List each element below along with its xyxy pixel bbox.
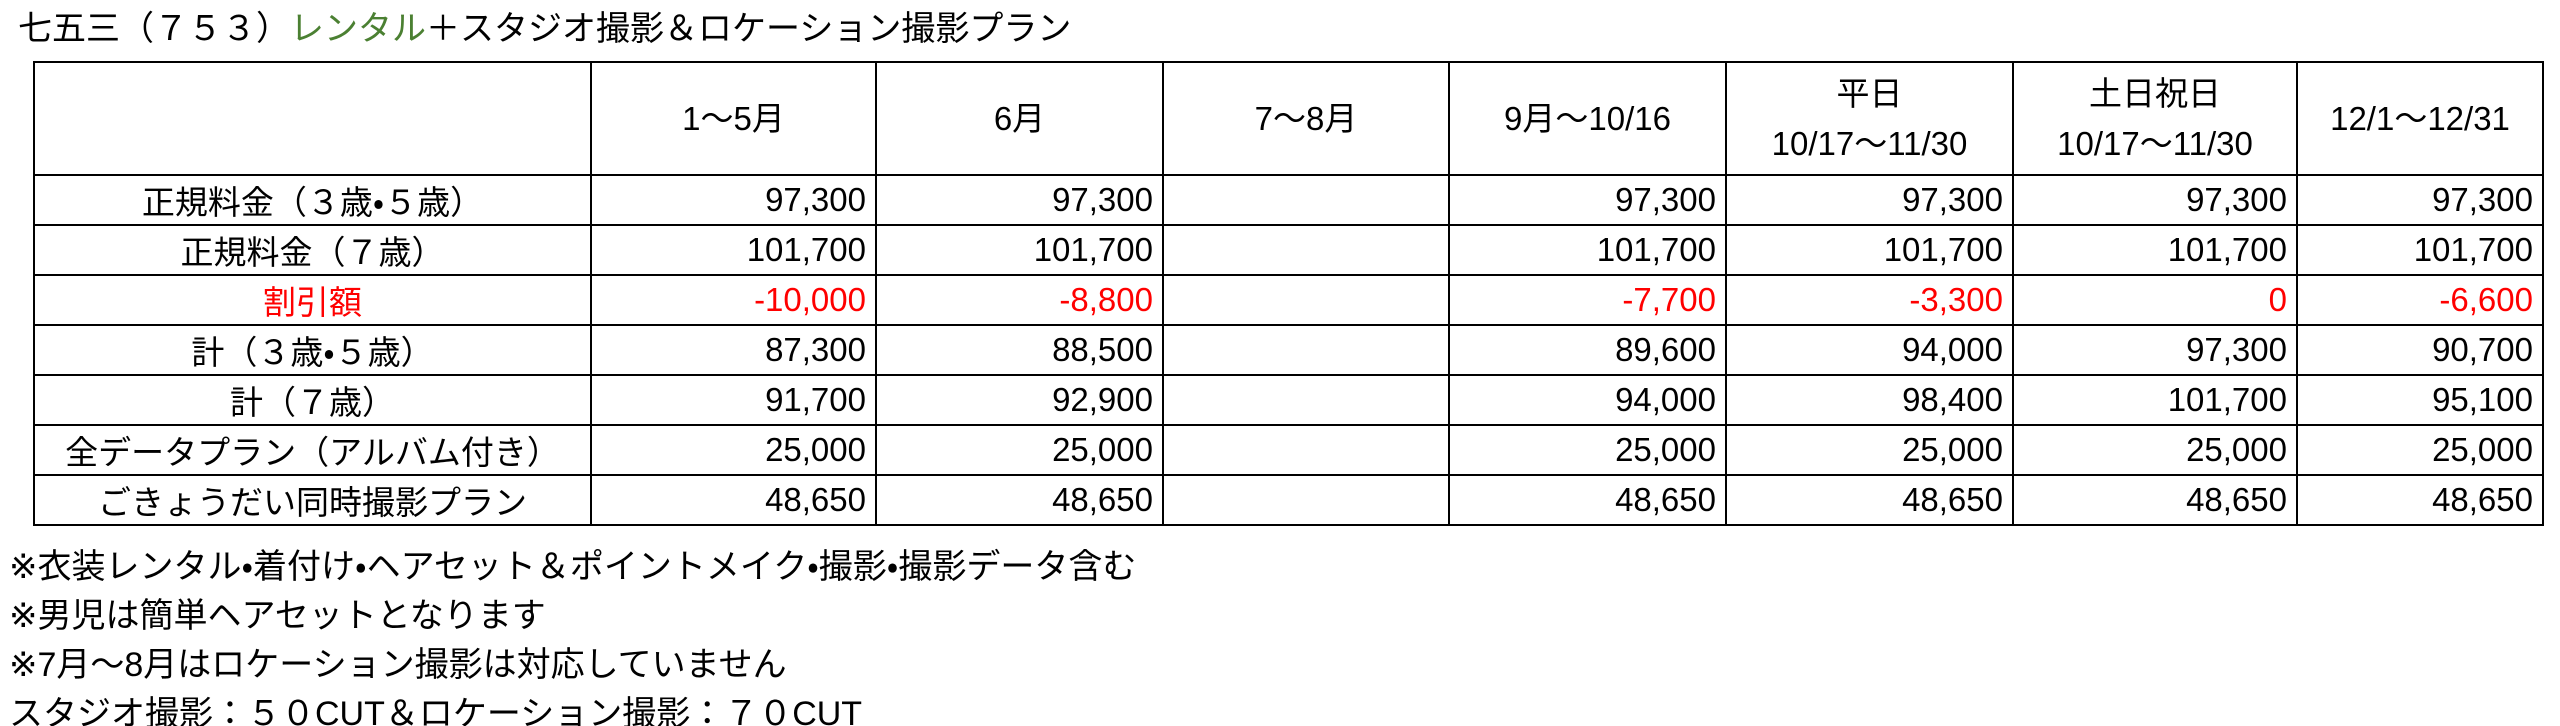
price-cell: 48,650 <box>875 474 1164 526</box>
price-cell: -6,600 <box>2296 274 2544 326</box>
price-cell: -7,700 <box>1448 274 1727 326</box>
price-cell: 92,900 <box>875 374 1164 426</box>
corner-cell <box>33 61 592 176</box>
row-label: 割引額 <box>33 274 592 326</box>
price-cell: 101,700 <box>2296 224 2544 276</box>
column-header: 土日祝日 10/17～11/30 <box>2012 61 2298 176</box>
table-row: ごきょうだい同時撮影プラン 48,650 48,650 48,650 48,650 48,… <box>33 474 2544 526</box>
column-header: 7～8月 <box>1162 61 1450 176</box>
table-row: 正規料金（７歳） 101,700 101,700 101,700 101,700 101,… <box>33 224 2544 276</box>
row-label: 全データプラン（アルバム付き） <box>33 424 592 476</box>
price-cell: 101,700 <box>2012 374 2298 426</box>
price-cell: -8,800 <box>875 274 1164 326</box>
price-cell <box>1162 224 1450 276</box>
table-row: 計（７歳） 91,700 92,900 94,000 98,400 101,700 95,1… <box>33 374 2544 426</box>
price-cell: 25,000 <box>1725 424 2014 476</box>
price-cell <box>1162 474 1450 526</box>
column-header: 6月 <box>875 61 1164 176</box>
price-cell: 97,300 <box>2012 174 2298 226</box>
row-label: 正規料金（７歳） <box>33 224 592 276</box>
table-row: 割引額 -10,000 -8,800 -7,700 -3,300 0 -6,600 <box>33 274 2544 326</box>
footnote-line: ※衣装レンタル・着付け・ヘアセット＆ポイントメイク・撮影・撮影データ含む <box>9 548 1137 586</box>
price-cell: 97,300 <box>1725 174 2014 226</box>
price-cell: 101,700 <box>2012 224 2298 276</box>
row-label: 正規料金（３歳・５歳） <box>33 174 592 226</box>
footnotes: ※衣装レンタル・着付け・ヘアセット＆ポイントメイク・撮影・撮影データ含む ※男児は… <box>9 543 2560 726</box>
price-cell: 94,000 <box>1725 324 2014 376</box>
footnote-line: ※7月～8月はロケーション撮影は対応していません <box>9 646 787 684</box>
price-cell <box>1162 424 1450 476</box>
price-cell: 101,700 <box>1725 224 2014 276</box>
price-cell: 48,650 <box>2296 474 2544 526</box>
price-cell: 25,000 <box>590 424 877 476</box>
price-cell: 94,000 <box>1448 374 1727 426</box>
price-cell: 25,000 <box>2012 424 2298 476</box>
title-highlight: レンタル <box>290 10 426 48</box>
header-row: 1～5月 6月 7～8月 9月～10/16 平日 10/17～11/30 土日祝日 10/… <box>33 61 2544 176</box>
footnote-line: スタジオ撮影：５０CUT＆ロケーション撮影：７０CUT <box>9 695 863 726</box>
price-cell: -3,300 <box>1725 274 2014 326</box>
table-row: 全データプラン（アルバム付き） 25,000 25,000 25,000 25,000 2… <box>33 424 2544 476</box>
price-cell: 25,000 <box>875 424 1164 476</box>
price-cell: 101,700 <box>1448 224 1727 276</box>
price-cell: 95,100 <box>2296 374 2544 426</box>
price-cell: 97,300 <box>2296 174 2544 226</box>
title-prefix: 七五三（７５３） <box>18 10 290 48</box>
price-cell <box>1162 174 1450 226</box>
price-cell: 91,700 <box>590 374 877 426</box>
column-header: 9月～10/16 <box>1448 61 1727 176</box>
column-header: 平日 10/17～11/30 <box>1725 61 2014 176</box>
row-label: 計（３歳・５歳） <box>33 324 592 376</box>
price-cell: 97,300 <box>2012 324 2298 376</box>
column-header: 12/1～12/31 <box>2296 61 2544 176</box>
price-cell: 89,600 <box>1448 324 1727 376</box>
price-cell: 97,300 <box>1448 174 1727 226</box>
price-cell: 25,000 <box>2296 424 2544 476</box>
price-cell: 98,400 <box>1725 374 2014 426</box>
price-cell <box>1162 374 1450 426</box>
price-cell: 48,650 <box>590 474 877 526</box>
price-cell: 48,650 <box>1725 474 2014 526</box>
title-suffix: ＋スタジオ撮影＆ロケーション撮影プラン <box>426 10 1072 48</box>
price-cell <box>1162 274 1450 326</box>
price-cell: 48,650 <box>2012 474 2298 526</box>
price-table: 1～5月 6月 7～8月 9月～10/16 平日 10/17～11/30 土日祝日 10/… <box>33 61 2544 526</box>
column-header: 1～5月 <box>590 61 877 176</box>
table-row: 計（３歳・５歳） 87,300 88,500 89,600 94,000 97,300 90… <box>33 324 2544 376</box>
price-cell: 87,300 <box>590 324 877 376</box>
price-cell: 48,650 <box>1448 474 1727 526</box>
price-cell <box>1162 324 1450 376</box>
price-cell: -10,000 <box>590 274 877 326</box>
footnote-line: ※男児は簡単ヘアセットとなります <box>9 597 546 635</box>
price-cell: 97,300 <box>875 174 1164 226</box>
price-cell: 88,500 <box>875 324 1164 376</box>
table-row: 正規料金（３歳・５歳） 97,300 97,300 97,300 97,300 97,30… <box>33 174 2544 226</box>
price-cell: 101,700 <box>590 224 877 276</box>
price-cell: 101,700 <box>875 224 1164 276</box>
price-cell: 25,000 <box>1448 424 1727 476</box>
price-cell: 0 <box>2012 274 2298 326</box>
row-label: 計（７歳） <box>33 374 592 426</box>
price-cell: 90,700 <box>2296 324 2544 376</box>
row-label: ごきょうだい同時撮影プラン <box>33 474 592 526</box>
price-cell: 97,300 <box>590 174 877 226</box>
page: 七五三（７５３）レンタル＋スタジオ撮影＆ロケーション撮影プラン 1～5月 6月 7～… <box>0 9 2560 726</box>
page-title: 七五三（７５３）レンタル＋スタジオ撮影＆ロケーション撮影プラン <box>18 9 2560 49</box>
